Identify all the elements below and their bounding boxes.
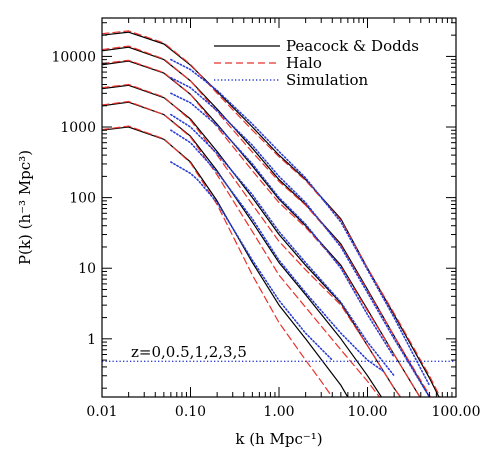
x-tick-label: 100.00 (432, 404, 481, 420)
tick-labels: 0.01 0.10 1.00 10.00 100.00 1 10 100 1000 10000 (51, 49, 480, 420)
peacock-dodds-curve-z5 (102, 126, 349, 397)
redshift-annotation: z=0,0.5,1,2,3,5 (131, 343, 247, 361)
simulation-curve-z0.5 (170, 76, 431, 397)
peacock-dodds-curve-z0 (102, 31, 440, 397)
y-tick-label: 10 (78, 261, 96, 277)
halo-curve-z5 (102, 125, 333, 397)
plot-frame (101, 17, 457, 398)
y-axis-title: P(k) (h⁻³ Mpc³) (16, 150, 34, 265)
legend-label-halo: Halo (286, 54, 322, 72)
simulation-curve-z3 (170, 129, 384, 372)
peacock-dodds-curve-z0.5 (102, 46, 431, 397)
legend-label-simulation: Simulation (286, 71, 369, 89)
plot-lines (102, 30, 456, 397)
peacock-dodds-curve-z3 (102, 101, 383, 397)
legend-label-peacock-dodds: Peacock & Dodds (286, 37, 419, 55)
y-tick-label: 1000 (60, 120, 96, 136)
y-tick-label: 100 (69, 191, 96, 207)
halo-curve-z0.5 (102, 45, 432, 397)
halo-curve-z0 (102, 30, 441, 397)
halo-curve-z3 (102, 100, 381, 397)
x-tick-label: 10.00 (347, 404, 387, 420)
x-tick-label: 0.01 (86, 404, 117, 420)
x-axis-title: k (h Mpc⁻¹) (235, 430, 322, 448)
y-tick-label: 10000 (51, 49, 96, 65)
simulation-curve-z5 (170, 161, 334, 361)
x-tick-label: 0.10 (175, 404, 206, 420)
y-tick-label: 1 (87, 332, 96, 348)
x-tick-label: 1.00 (263, 404, 294, 420)
simulation-curve-z0 (170, 58, 431, 387)
simulation-curve-z1 (170, 92, 395, 358)
halo-curve-z1 (102, 59, 421, 397)
axis-ticks (101, 18, 457, 397)
simulation-curve-z2 (170, 113, 395, 377)
halo-curve-z2 (102, 83, 402, 397)
